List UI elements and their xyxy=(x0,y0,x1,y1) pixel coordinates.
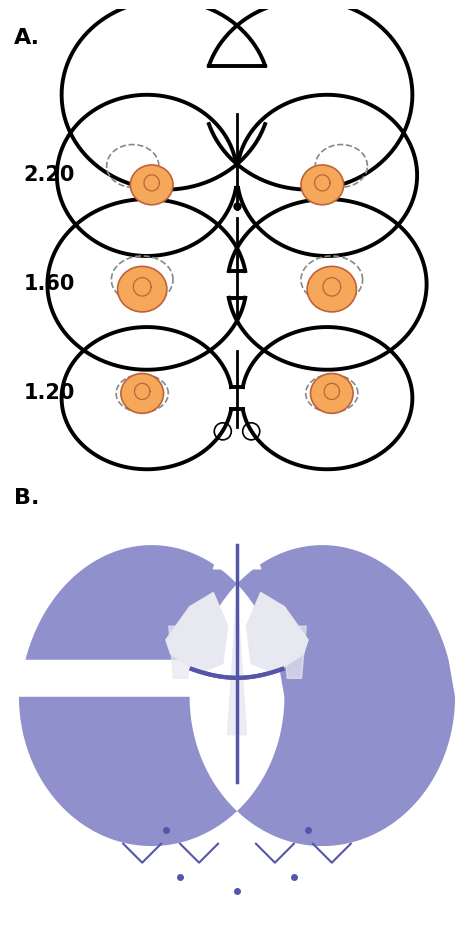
Polygon shape xyxy=(166,592,228,673)
Text: A.: A. xyxy=(14,28,40,48)
Polygon shape xyxy=(213,512,261,569)
Ellipse shape xyxy=(301,165,344,205)
Text: B.: B. xyxy=(14,488,40,508)
Text: 1.60: 1.60 xyxy=(24,274,75,295)
Polygon shape xyxy=(19,545,455,846)
Ellipse shape xyxy=(310,374,353,413)
Ellipse shape xyxy=(130,165,173,205)
Polygon shape xyxy=(246,592,308,673)
Ellipse shape xyxy=(307,266,356,312)
Polygon shape xyxy=(228,592,246,735)
Ellipse shape xyxy=(118,266,167,312)
Text: 1.20: 1.20 xyxy=(24,383,75,404)
Ellipse shape xyxy=(121,374,164,413)
Text: 2.20: 2.20 xyxy=(24,165,75,186)
